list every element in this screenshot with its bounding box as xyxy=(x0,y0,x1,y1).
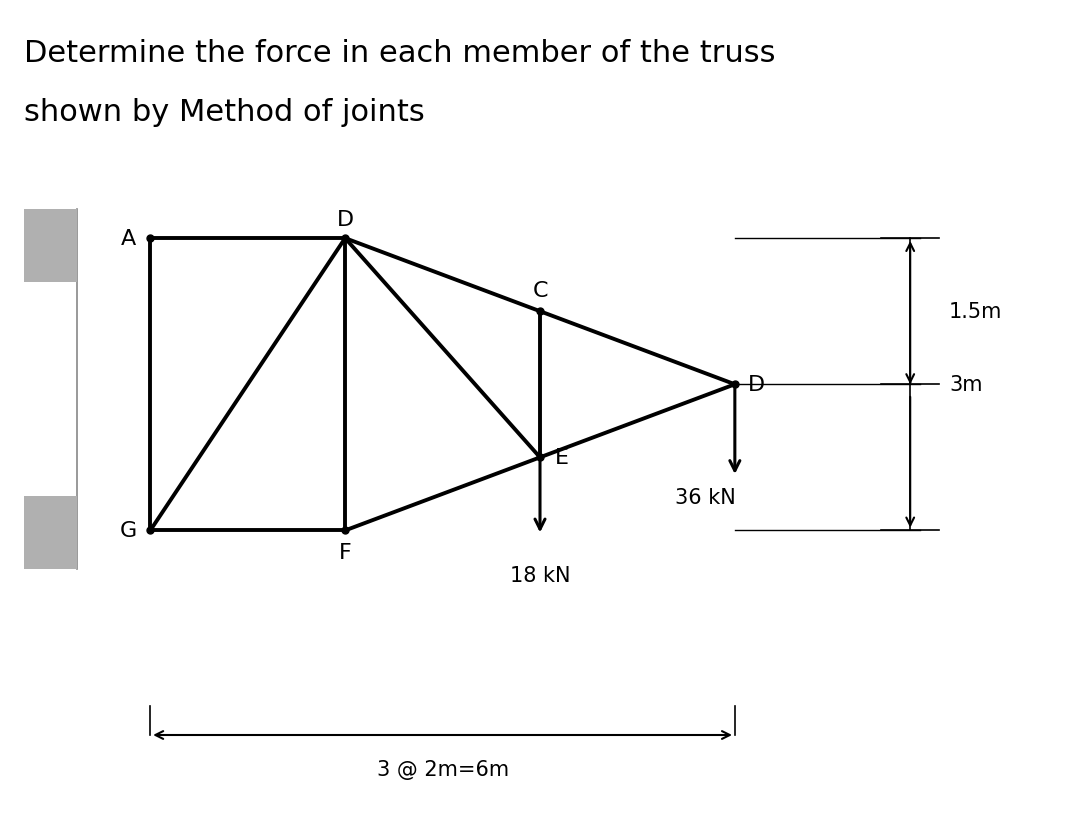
Text: A: A xyxy=(121,229,136,249)
Text: C: C xyxy=(532,281,548,301)
Text: D: D xyxy=(337,209,354,229)
Text: Determine the force in each member of the truss: Determine the force in each member of th… xyxy=(24,40,775,69)
Text: G: G xyxy=(120,521,137,541)
Text: F: F xyxy=(339,542,351,562)
Text: shown by Method of joints: shown by Method of joints xyxy=(24,98,424,127)
Text: D: D xyxy=(747,375,765,395)
Bar xyxy=(24,209,78,282)
Text: 36 kN: 36 kN xyxy=(675,487,735,507)
Text: 18 kN: 18 kN xyxy=(510,565,570,585)
Bar xyxy=(24,497,78,570)
Text: 3 @ 2m=6m: 3 @ 2m=6m xyxy=(377,759,509,779)
Text: 3m: 3m xyxy=(949,375,983,395)
Text: E: E xyxy=(554,448,568,468)
Text: 1.5m: 1.5m xyxy=(949,302,1002,322)
